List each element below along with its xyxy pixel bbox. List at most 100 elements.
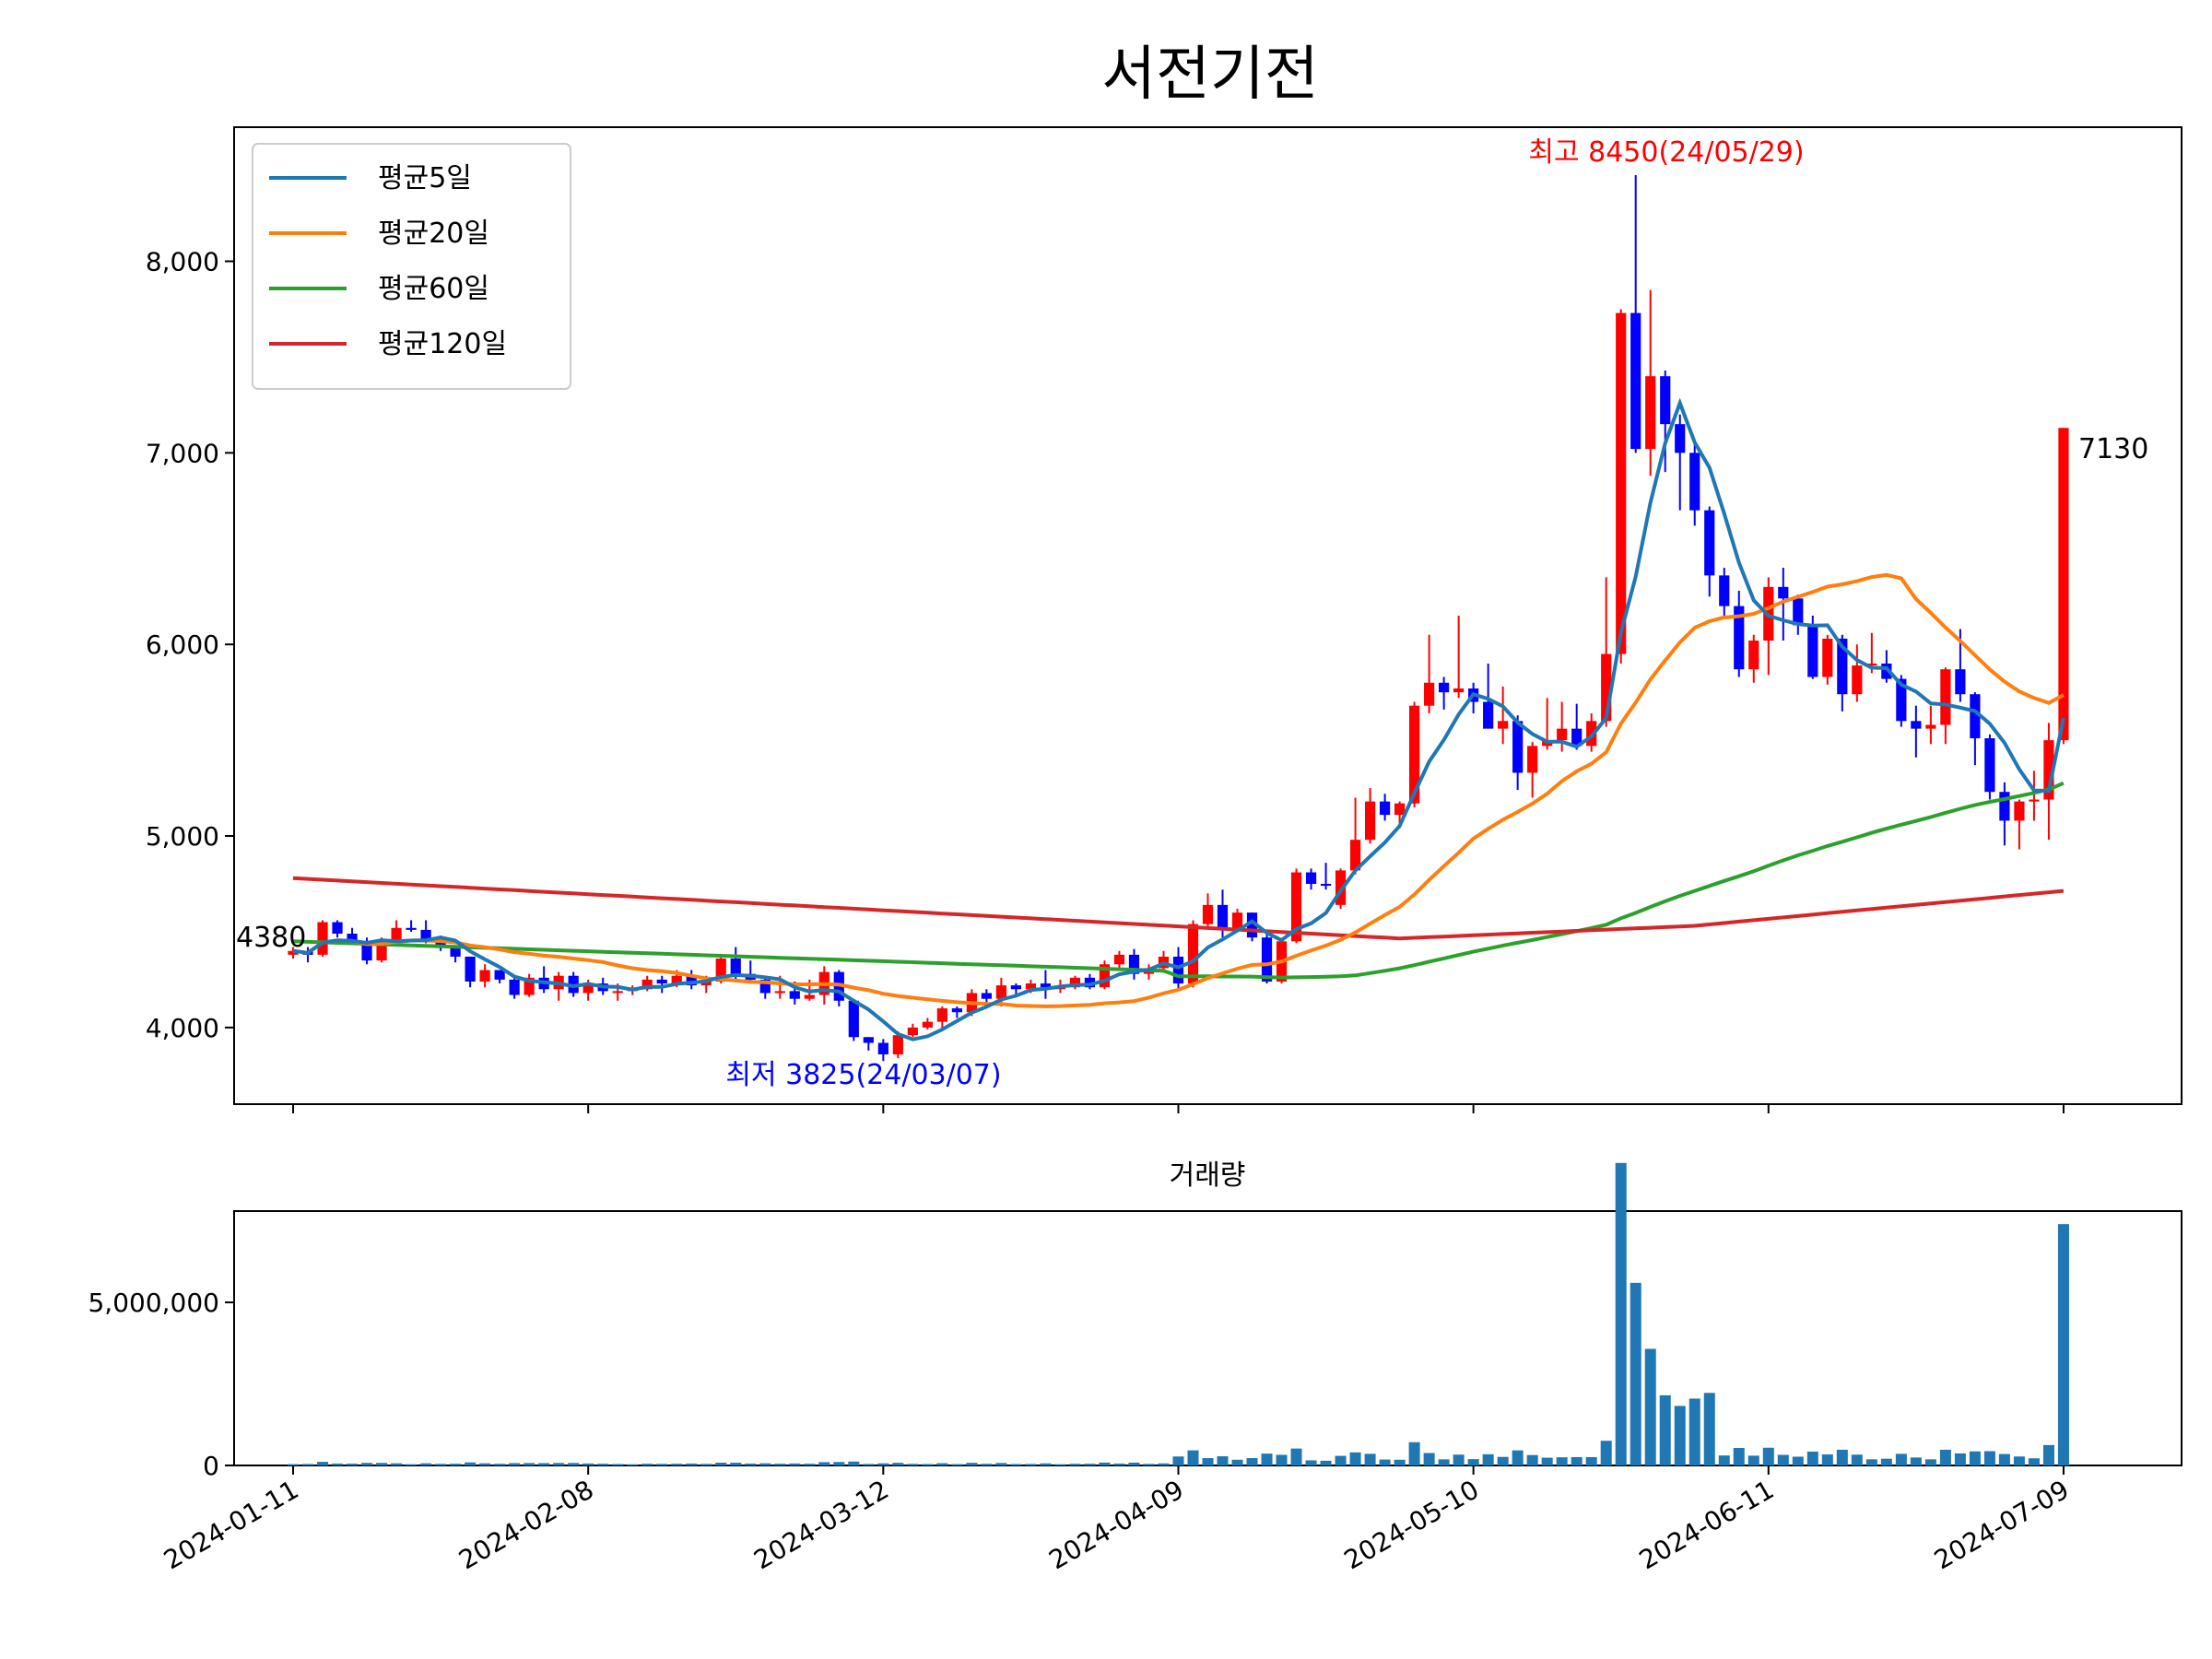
volume-bar bbox=[1924, 1459, 1936, 1465]
candle-up bbox=[1069, 977, 1081, 988]
candle-up bbox=[804, 994, 815, 999]
price-y-axis: 4,000 5,000 6,000 7,000 8,000 bbox=[146, 246, 234, 1043]
volume-bar bbox=[1792, 1456, 1804, 1465]
candle-down bbox=[450, 947, 461, 957]
volume-bar bbox=[1113, 1463, 1125, 1465]
candle-up bbox=[715, 959, 726, 982]
volume-bar bbox=[376, 1463, 388, 1465]
y-tick-label: 4,000 bbox=[146, 1013, 219, 1043]
volume-bar bbox=[420, 1463, 432, 1465]
candle-down bbox=[361, 943, 372, 961]
ma120-line bbox=[292, 876, 2065, 941]
legend-label-ma60: 평균60일 bbox=[378, 273, 489, 305]
volume-bar bbox=[479, 1463, 491, 1465]
volume-bar bbox=[1688, 1398, 1700, 1465]
volume-bar bbox=[1718, 1455, 1730, 1465]
candle-up bbox=[317, 922, 328, 955]
volume-bar bbox=[1158, 1463, 1170, 1465]
candle-up bbox=[995, 985, 1006, 999]
volume-bar bbox=[1865, 1459, 1877, 1465]
volume-bar bbox=[1261, 1453, 1273, 1465]
candle-down bbox=[1955, 669, 1966, 695]
volume-bar bbox=[1335, 1455, 1347, 1465]
candle-up bbox=[1601, 653, 1612, 722]
volume-bar bbox=[1571, 1456, 1583, 1465]
volume-bar bbox=[1482, 1453, 1494, 1465]
candle-down bbox=[1881, 663, 1892, 679]
candle-down bbox=[1911, 721, 1922, 729]
candle-up bbox=[1099, 964, 1111, 988]
volume-bar bbox=[1423, 1453, 1435, 1465]
volume-plot-area bbox=[288, 1162, 2069, 1465]
volume-bar bbox=[1438, 1459, 1450, 1465]
y-tick-label: 0 bbox=[203, 1451, 219, 1481]
volume-bar bbox=[1895, 1453, 1907, 1465]
volume-bar bbox=[2028, 1458, 2040, 1465]
candle-up bbox=[1852, 665, 1863, 695]
candle-down bbox=[1439, 682, 1450, 693]
candle-down bbox=[494, 970, 505, 980]
volume-bar bbox=[1497, 1456, 1509, 1465]
volume-bar bbox=[745, 1463, 757, 1465]
volume-bar bbox=[1408, 1441, 1420, 1465]
candle-up bbox=[1940, 669, 1951, 725]
legend-box bbox=[252, 143, 571, 390]
candle-down bbox=[1807, 625, 1818, 677]
volume-bar bbox=[1231, 1459, 1243, 1465]
volume-panel-title: 거래량 bbox=[1170, 1159, 1246, 1192]
x-tick-label: 2024-07-09 bbox=[1929, 1474, 2074, 1575]
candle-up bbox=[1364, 801, 1376, 841]
volume-bar bbox=[435, 1464, 447, 1465]
volume-bar bbox=[1674, 1406, 1686, 1465]
x-tick-label: 2024-06-11 bbox=[1634, 1474, 1779, 1575]
volume-bar bbox=[1143, 1464, 1155, 1465]
candle-up bbox=[922, 1021, 933, 1028]
volume-bar bbox=[2057, 1224, 2069, 1465]
candle-down bbox=[1719, 575, 1730, 606]
candle-down bbox=[848, 1000, 859, 1038]
candle-up bbox=[1498, 721, 1509, 729]
candle-up bbox=[391, 927, 402, 942]
x-tick-label: 2024-04-09 bbox=[1044, 1474, 1189, 1575]
candle-up bbox=[1113, 954, 1125, 965]
volume-bar bbox=[509, 1463, 521, 1465]
volume-bar bbox=[1762, 1447, 1774, 1465]
candle-up bbox=[700, 981, 712, 986]
volume-bar bbox=[715, 1462, 727, 1465]
volume-bar bbox=[347, 1464, 359, 1465]
volume-bar bbox=[361, 1463, 373, 1465]
volume-x-axis: 2024-01-11 2024-02-08 2024-03-12 2024-04-09… bbox=[159, 1465, 2074, 1575]
volume-bar bbox=[450, 1464, 462, 1465]
volume-bar bbox=[1379, 1459, 1391, 1465]
candle-down bbox=[465, 956, 476, 982]
candle-up bbox=[1748, 641, 1759, 670]
ma60-line bbox=[292, 781, 2065, 980]
x-tick-label: 2024-05-10 bbox=[1339, 1474, 1484, 1575]
volume-bar bbox=[981, 1464, 993, 1465]
volume-bar bbox=[2042, 1444, 2054, 1465]
y-tick-label: 8,000 bbox=[146, 246, 219, 276]
volume-bar bbox=[1954, 1453, 1966, 1465]
y-tick-label: 5,000,000 bbox=[88, 1288, 219, 1318]
volume-bar bbox=[1983, 1451, 1995, 1465]
candle-down bbox=[1305, 872, 1317, 884]
candle-down bbox=[1837, 638, 1848, 695]
volume-bar bbox=[1747, 1455, 1759, 1465]
volume-bar bbox=[553, 1463, 565, 1465]
legend-label-ma120: 평균120일 bbox=[378, 328, 507, 360]
candle-down bbox=[332, 922, 343, 935]
legend-label-ma5: 평균5일 bbox=[378, 162, 472, 194]
volume-bar bbox=[1305, 1460, 1317, 1465]
volume-bar bbox=[1320, 1460, 1332, 1465]
candle-down bbox=[1704, 510, 1715, 576]
volume-bar bbox=[465, 1462, 477, 1465]
candle-down bbox=[1010, 985, 1022, 990]
volume-bar bbox=[641, 1464, 653, 1465]
candle-up bbox=[1822, 638, 1833, 677]
volume-bar bbox=[1128, 1462, 1140, 1465]
volume-bar bbox=[597, 1464, 609, 1465]
legend: 평균5일 평균20일 평균60일 평균120일 bbox=[252, 143, 571, 390]
y-tick-label: 6,000 bbox=[146, 629, 219, 660]
candle-up bbox=[1349, 840, 1361, 871]
